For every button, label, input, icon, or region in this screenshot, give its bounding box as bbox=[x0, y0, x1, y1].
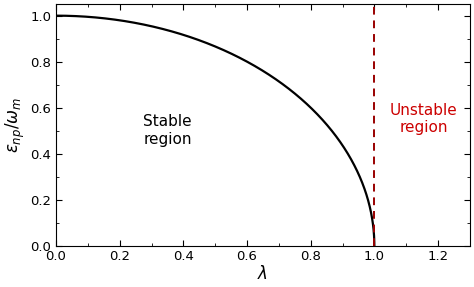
Text: Unstable
region: Unstable region bbox=[390, 103, 457, 135]
Y-axis label: $\epsilon_{np}/\omega_m$: $\epsilon_{np}/\omega_m$ bbox=[4, 97, 27, 153]
X-axis label: $\lambda$: $\lambda$ bbox=[257, 265, 268, 283]
Text: Stable
region: Stable region bbox=[143, 115, 192, 147]
